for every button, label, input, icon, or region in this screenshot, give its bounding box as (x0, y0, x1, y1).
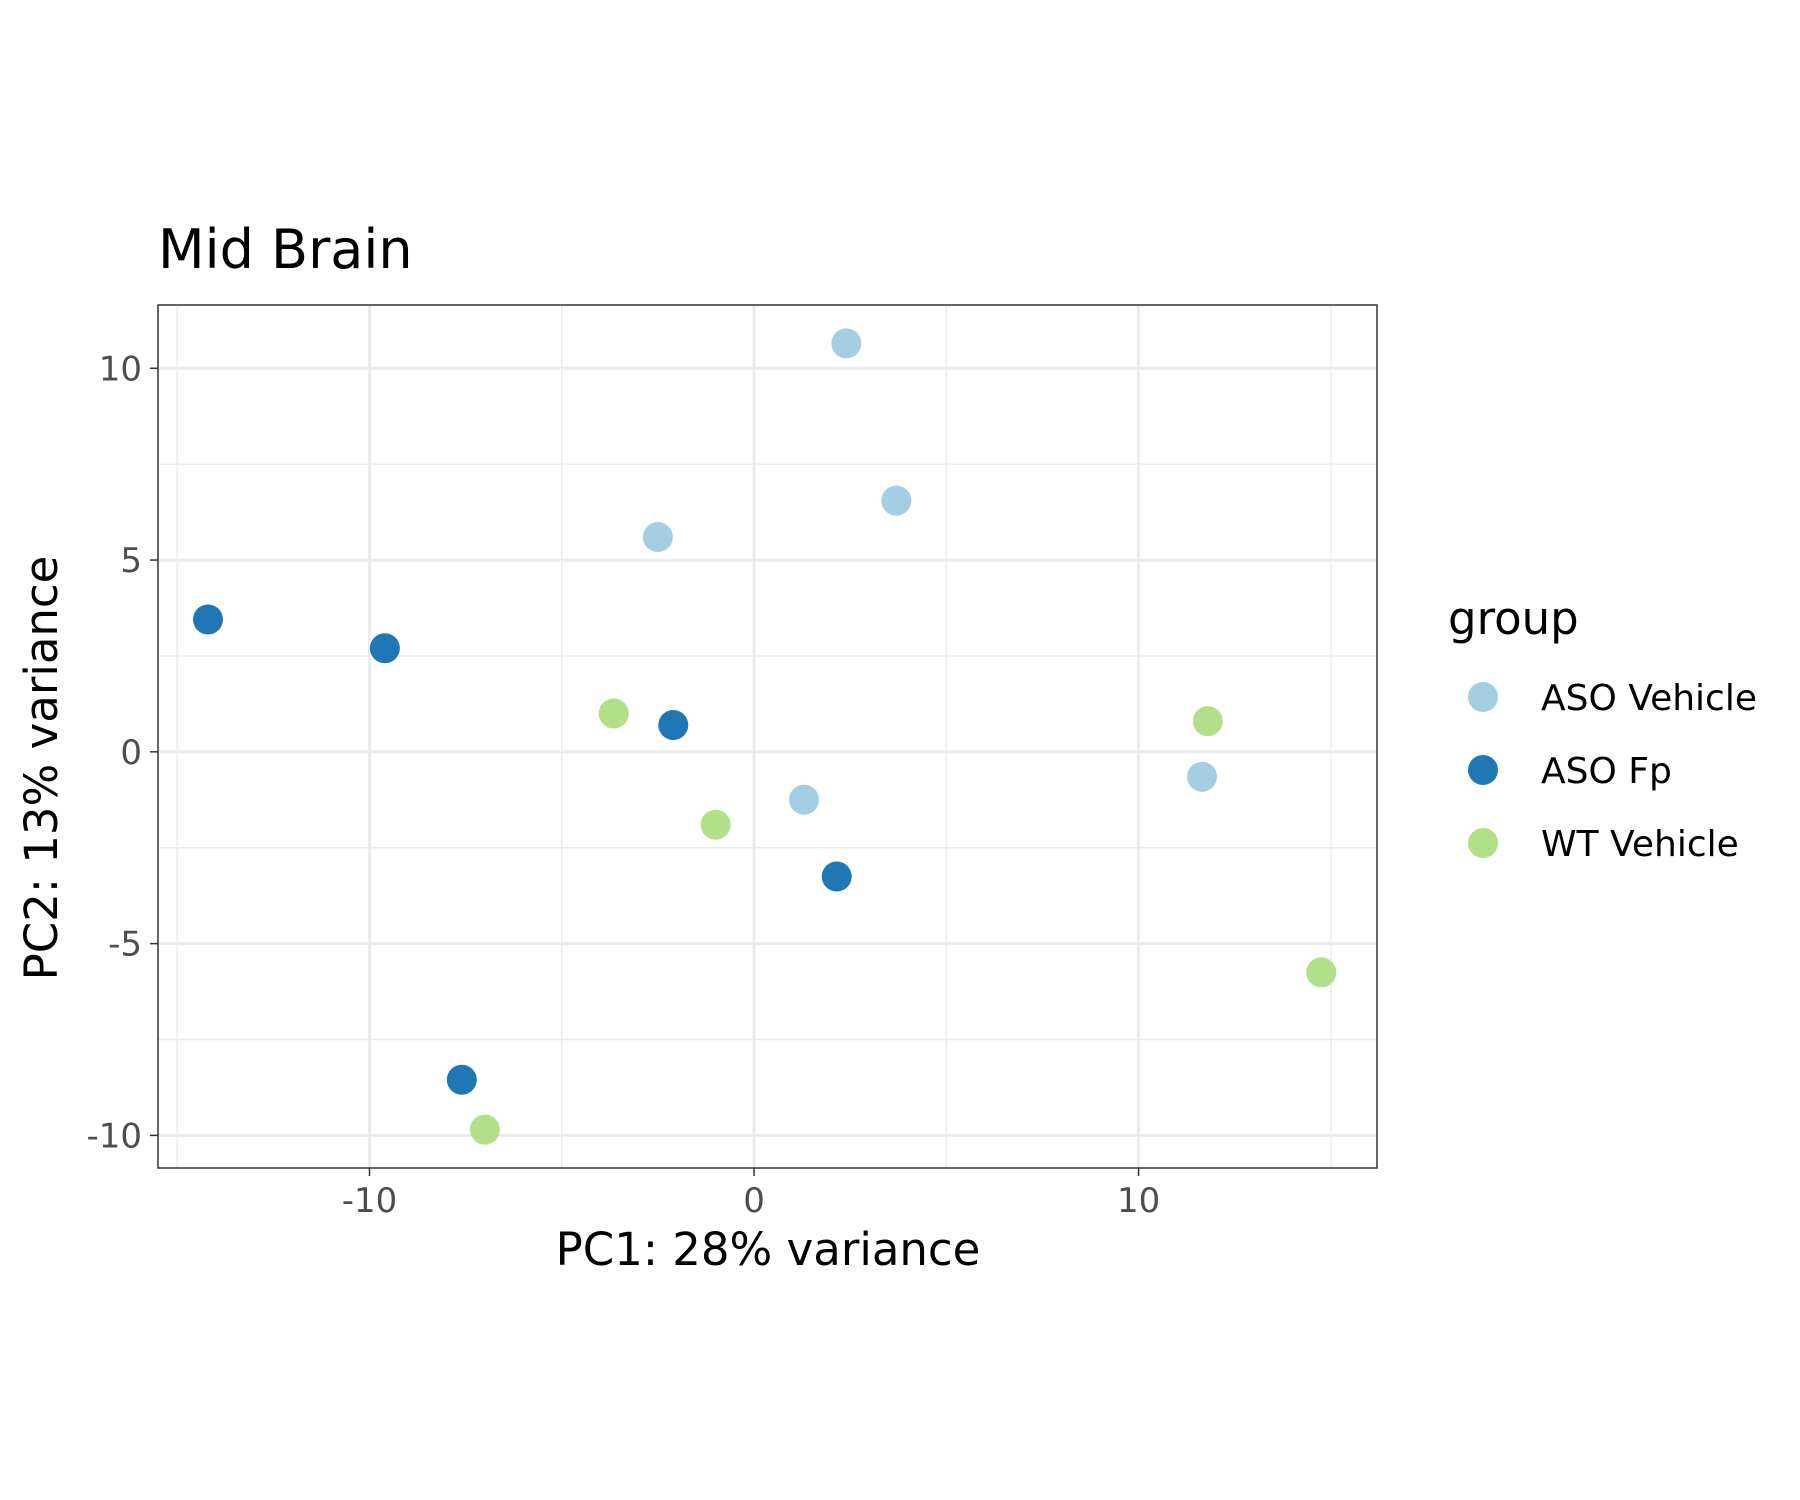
y-tick-label: 5 (120, 541, 142, 581)
legend-key-series-2 (1468, 828, 1498, 858)
data-point-series-2 (469, 1114, 500, 1145)
legend-label-series-2: WT Vehicle (1541, 824, 1739, 865)
data-point-series-1 (369, 633, 400, 664)
plot-area: -10 0 10 10 5 0 -5 -10 (86, 304, 1378, 1221)
y-axis-title: PC2: 13% variance (15, 556, 68, 981)
data-point-series-1 (658, 709, 689, 740)
x-tick-label: 10 (1117, 1181, 1160, 1221)
data-point-series-2 (598, 698, 629, 729)
legend-label-series-0: ASO Vehicle (1541, 678, 1757, 719)
data-point-series-0 (789, 784, 820, 815)
data-point-series-1 (192, 604, 223, 635)
legend-key-series-0 (1468, 682, 1498, 712)
plot-panel-border (157, 304, 1378, 1169)
y-tick-label: -5 (108, 925, 142, 965)
x-tick-label: -10 (342, 1181, 398, 1221)
data-point-series-2 (700, 809, 731, 840)
data-point-series-1 (821, 861, 852, 892)
legend-key-series-1 (1468, 755, 1498, 785)
legend-label-series-1: ASO Fp (1541, 751, 1672, 792)
y-tick-label: 0 (120, 733, 142, 773)
legend-title: group (1448, 592, 1579, 645)
chart-title: Mid Brain (158, 218, 413, 281)
data-point-series-2 (1306, 957, 1337, 988)
data-point-series-0 (881, 485, 912, 516)
x-tick-label: 0 (743, 1181, 765, 1221)
y-tick-label: -10 (86, 1116, 142, 1156)
data-point-series-0 (831, 328, 862, 359)
y-tick-label: 10 (99, 349, 142, 389)
data-point-series-2 (1192, 706, 1223, 737)
data-point-series-1 (446, 1064, 477, 1095)
legend: group ASO Vehicle ASO Fp WT Vehicle (1448, 592, 1757, 865)
data-point-series-0 (1187, 761, 1218, 792)
data-point-series-0 (642, 522, 673, 553)
x-axis-title: PC1: 28% variance (556, 1223, 981, 1276)
